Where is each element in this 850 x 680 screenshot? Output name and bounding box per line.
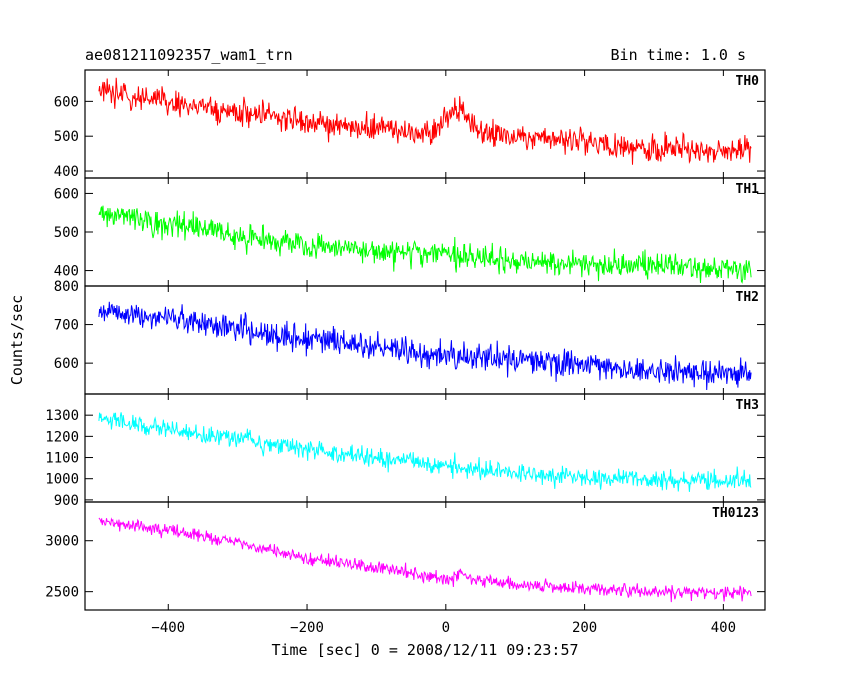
y-tick-label: 1000 <box>45 472 79 488</box>
panel-frame <box>84 285 766 395</box>
panel-label: TH1 <box>736 182 760 197</box>
series-line-th2 <box>98 301 752 391</box>
y-tick-label: 500 <box>54 225 79 241</box>
y-tick-label: 1200 <box>45 429 79 445</box>
panel-frame <box>84 501 766 611</box>
x-tick-label: −400 <box>151 620 185 636</box>
panel-label: TH2 <box>736 290 759 305</box>
y-tick-label: 1100 <box>45 451 79 467</box>
chart-title: ae081211092357_wam1_trn <box>85 46 293 64</box>
panel-label: TH0 <box>736 74 760 89</box>
panel-label: TH0123 <box>712 506 759 521</box>
y-tick-label: 600 <box>54 186 79 202</box>
bin-time-label: Bin time: 1.0 s <box>611 46 746 64</box>
x-tick-label: 400 <box>711 620 736 636</box>
y-tick-label: 600 <box>54 94 79 110</box>
y-tick-label: 400 <box>54 264 79 280</box>
y-axis-label: Counts/sec <box>8 295 26 385</box>
x-axis-label: Time [sec] 0 = 2008/12/11 09:23:57 <box>271 641 578 659</box>
panels-group: 400 500 600 TH0 400 500 600 TH1 600 700 800 TH2 900 1… <box>45 69 766 611</box>
x-axis: −400 −200 0 200 400 <box>151 620 736 636</box>
y-tick-label: 600 <box>54 356 79 372</box>
y-tick-label: 900 <box>54 493 79 509</box>
y-tick-label: 700 <box>54 318 79 334</box>
panel-th3: 900 1000 1100 1200 1300 TH3 <box>45 393 766 509</box>
x-tick-label: −200 <box>290 620 324 636</box>
y-tick-label: 1300 <box>45 408 79 424</box>
y-tick-label: 2500 <box>45 585 79 601</box>
series-line-th0 <box>98 77 752 165</box>
y-tick-label: 3000 <box>45 534 79 550</box>
panel-th0123: 2500 3000 TH0123 <box>45 501 766 611</box>
y-tick-label: 400 <box>54 164 79 180</box>
x-tick-label: 200 <box>572 620 597 636</box>
panel-th2: 600 700 800 TH2 <box>54 279 766 395</box>
series-line-th1 <box>98 205 752 284</box>
panel-label: TH3 <box>736 398 759 413</box>
y-tick-label: 800 <box>54 279 79 295</box>
x-tick-label: 0 <box>442 620 450 636</box>
series-line-th0123 <box>98 517 752 603</box>
y-tick-label: 500 <box>54 129 79 145</box>
series-line-th3 <box>98 412 752 492</box>
panel-th0: 400 500 600 TH0 <box>54 69 766 180</box>
panel-th1: 400 500 600 TH1 <box>54 177 766 287</box>
